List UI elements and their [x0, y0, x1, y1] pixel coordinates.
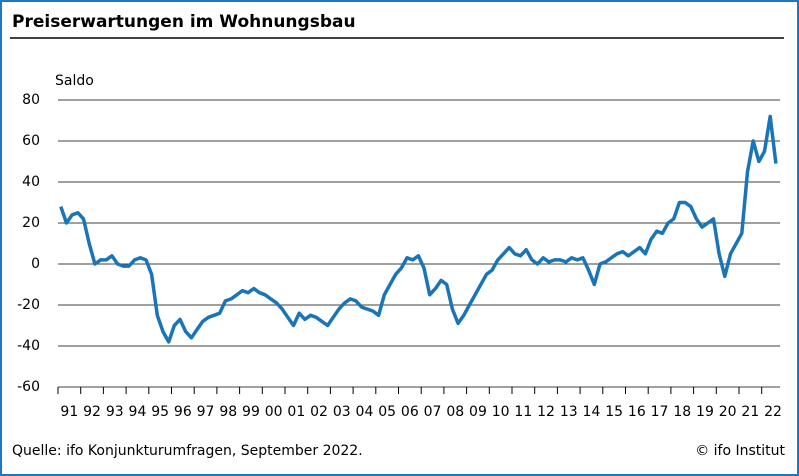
x-tick-label: 15 — [605, 404, 623, 420]
x-tick-label: 97 — [197, 404, 215, 420]
x-tick-label: 08 — [446, 404, 464, 420]
x-tick-label: 10 — [492, 404, 510, 420]
x-tick-label: 21 — [741, 404, 759, 420]
x-tick-label: 14 — [583, 404, 601, 420]
x-tick-label: 01 — [287, 404, 305, 420]
x-tick-label: 20 — [719, 404, 737, 420]
x-tick-label: 05 — [378, 404, 396, 420]
x-tick-label: 12 — [537, 404, 555, 420]
x-tick-label: 96 — [174, 404, 192, 420]
y-tick-label: 80 — [22, 92, 40, 108]
y-tick-label: -40 — [17, 338, 40, 354]
x-tick-label: 98 — [219, 404, 237, 420]
x-tick-label: 02 — [310, 404, 328, 420]
y-tick-label: 0 — [31, 256, 40, 272]
x-tick-label: 03 — [333, 404, 351, 420]
source: Quelle: ifo Konjunkturumfragen, Septembe… — [12, 443, 363, 459]
x-tick-label: 04 — [356, 404, 374, 420]
x-tick-label: 11 — [514, 404, 532, 420]
y-tick-label: 60 — [22, 133, 40, 149]
y-tick-label: -60 — [17, 379, 40, 395]
y-tick-label: 20 — [22, 215, 40, 231]
x-tick-label: 07 — [424, 404, 442, 420]
x-tick-label: 18 — [673, 404, 691, 420]
x-tick-label: 95 — [151, 404, 169, 420]
x-tick-label: 17 — [651, 404, 669, 420]
x-tick-label: 22 — [764, 404, 782, 420]
y-axis-label: Saldo — [55, 73, 94, 89]
y-tick-label: 40 — [22, 174, 40, 190]
x-tick-label: 06 — [401, 404, 419, 420]
x-tick-label: 91 — [60, 404, 78, 420]
x-tick-label: 94 — [129, 404, 147, 420]
chart-title: Preiserwartungen im Wohnungsbau — [12, 12, 356, 32]
credit: © ifo Institut — [695, 443, 785, 459]
x-tick-label: 09 — [469, 404, 487, 420]
x-tick-label: 93 — [106, 404, 124, 420]
x-tick-label: 13 — [560, 404, 578, 420]
y-tick-label: -20 — [17, 297, 40, 313]
x-tick-label: 19 — [696, 404, 714, 420]
data-line — [59, 114, 778, 344]
x-tick-label: 99 — [242, 404, 260, 420]
x-tick-label: 00 — [265, 404, 283, 420]
x-tick-label: 16 — [628, 404, 646, 420]
x-tick-label: 92 — [83, 404, 101, 420]
